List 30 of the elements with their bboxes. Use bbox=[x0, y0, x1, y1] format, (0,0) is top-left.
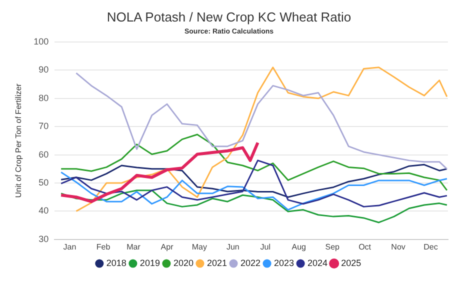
y-tick-label: 40 bbox=[38, 206, 49, 216]
x-tick-label: May bbox=[192, 242, 207, 252]
x-tick-label: Mar bbox=[126, 242, 141, 252]
x-tick-label: Sep bbox=[325, 242, 340, 252]
x-tick-label: Dec bbox=[424, 242, 438, 252]
x-tick-label: Nov bbox=[391, 242, 406, 252]
y-tick-label: 100 bbox=[34, 36, 49, 46]
y-tick-label: 30 bbox=[38, 234, 49, 244]
legend-label: 2018 bbox=[106, 258, 126, 268]
x-tick-label: Jul bbox=[260, 242, 271, 252]
x-tick-label: Feb bbox=[96, 242, 111, 252]
legend-label: 2022 bbox=[240, 258, 261, 268]
legend-label: 2019 bbox=[140, 258, 160, 268]
chart-title: NOLA Potash / New Crop KC Wheat Ratio bbox=[106, 9, 352, 24]
x-tick-label: Aug bbox=[292, 242, 306, 252]
x-tick-label: Oct bbox=[358, 242, 372, 252]
legend-label: 2020 bbox=[173, 258, 194, 268]
y-tick-label: 90 bbox=[38, 64, 49, 75]
legend-label: 2021 bbox=[206, 258, 228, 268]
x-tick-label: Apr bbox=[160, 242, 174, 252]
legend-label: 2025 bbox=[341, 258, 362, 268]
x-tick-label: Jan bbox=[63, 242, 76, 252]
y-tick-label: 80 bbox=[38, 92, 49, 103]
y-tick-label: 70 bbox=[38, 121, 49, 132]
legend-label: 2023 bbox=[274, 258, 294, 268]
y-tick-label: 50 bbox=[38, 177, 49, 188]
y-tick-label: 60 bbox=[38, 149, 49, 160]
x-tick-label: Jun bbox=[226, 242, 240, 252]
y-axis-title: Unit of Crop Per Ton of Fertilizer bbox=[14, 83, 24, 198]
legend-label: 2024 bbox=[308, 258, 328, 268]
